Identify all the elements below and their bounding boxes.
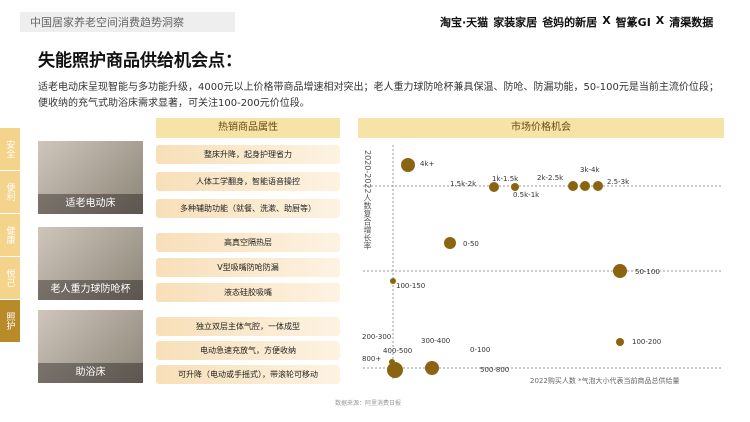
- bubble: [387, 362, 403, 378]
- col-header: 热销商品属性: [156, 118, 340, 138]
- bubble-label: 2.5-3k: [607, 178, 630, 186]
- bubble-label: 100-200: [632, 338, 662, 346]
- attribute: 整床升降，起身护理省力: [156, 145, 340, 164]
- attribute: 多种辅助功能（就餐、洗漱、助厨等）: [156, 199, 340, 218]
- title: 失能照护商品供给机会点：: [38, 51, 242, 71]
- attribute: 电动急速充放气，方便收纳: [156, 341, 340, 360]
- attribute: 可升降（电动或手摇式），带滚轮可移动: [156, 365, 340, 384]
- product-image: 助浴床: [38, 310, 143, 383]
- product-image: 适老电动床: [38, 141, 143, 214]
- bubble-label: 300-400: [421, 337, 451, 345]
- note: 2022购买人数 *气泡大小代表当前商品总供给量: [530, 377, 680, 385]
- tab: 照护: [0, 300, 20, 342]
- product-name: 老人重力球防呛杯: [38, 280, 143, 300]
- bubble-label: 1.5k-2k: [450, 180, 477, 188]
- bubble: [401, 158, 415, 172]
- bubble: [489, 182, 499, 192]
- bubble: [568, 181, 578, 191]
- bubble: [580, 181, 590, 191]
- bubble-label: 2k-2.5k: [537, 174, 564, 182]
- partner: 爸妈的新居: [542, 16, 598, 29]
- bubble-label: 400-500: [383, 347, 413, 355]
- bubble: [616, 338, 624, 346]
- tab: 安全: [0, 128, 20, 170]
- partner: 家装家居: [493, 16, 538, 29]
- summary: 适老电动床呈现智能与多功能升级，4000元以上价格带商品增速相对突出；老人重力球…: [38, 82, 719, 109]
- partner: X: [655, 14, 665, 27]
- bubble: [444, 237, 456, 249]
- bubble-label: 3k-4k: [580, 166, 600, 174]
- bubble: [613, 264, 627, 278]
- bubble-label: 100-150: [396, 282, 426, 290]
- attribute: V型吸嘴防呛防漏: [156, 258, 340, 277]
- bubble-label: 0-100: [470, 346, 491, 354]
- bubble-label: 0.5k-1k: [513, 191, 540, 199]
- bubble: [511, 183, 519, 191]
- partner: 智篆GI: [615, 16, 651, 29]
- tab: 健康: [0, 214, 20, 256]
- attribute: 液态硅胶吸嘴: [156, 283, 340, 302]
- axis-label: 2020-2022人数复合增长率: [363, 150, 372, 250]
- product-image: 老人重力球防呛杯: [38, 227, 143, 300]
- partner: X: [602, 14, 611, 27]
- bubble-label: 50-100: [635, 268, 660, 276]
- bubble: [390, 278, 396, 284]
- bubble-label: 0-50: [463, 240, 479, 248]
- tab: 便利: [0, 171, 20, 213]
- col-header: 市场价格机会: [358, 118, 724, 138]
- bubble-label: 1k-1.5k: [492, 175, 519, 183]
- bubble: [425, 361, 439, 375]
- tab: 悦己: [0, 257, 20, 299]
- product-name: 适老电动床: [38, 194, 143, 214]
- attribute: 人体工学翻身，智能语音操控: [156, 172, 340, 191]
- bubble: [593, 181, 603, 191]
- bubble-label: 200-300: [362, 333, 392, 341]
- bubble-label: 500-800: [480, 366, 510, 374]
- source: 数据来源：阿里消费日报: [335, 400, 402, 407]
- partner: 淘宝·天猫: [440, 16, 489, 29]
- partner: 清渠数据: [669, 16, 714, 29]
- chart-lines: [363, 145, 723, 380]
- attribute: 高真空隔热层: [156, 233, 340, 252]
- report-title: 中国居家养老空间消费趋势洞察: [30, 16, 184, 29]
- partners: 淘宝·天猫 家装家居 爸妈的新居 X 智篆GI X 清渠数据: [440, 14, 713, 30]
- bubble-label: 800+: [362, 355, 382, 363]
- product-name: 助浴床: [38, 363, 143, 383]
- attribute: 独立双层主体气腔，一体成型: [156, 317, 340, 336]
- header-bar: [20, 12, 235, 32]
- bubble: [389, 359, 395, 365]
- bubble-label: 4k+: [420, 160, 435, 168]
